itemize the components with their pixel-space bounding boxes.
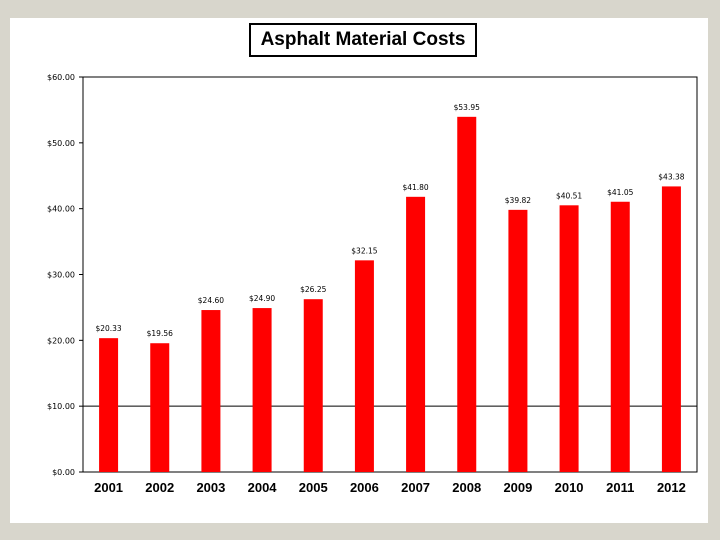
- y-tick-label: $40.00: [47, 205, 75, 214]
- data-label: $20.33: [95, 324, 121, 333]
- x-tick-label: 2006: [350, 480, 379, 495]
- data-label: $24.60: [198, 296, 224, 305]
- data-label: $41.05: [607, 188, 633, 197]
- x-tick-label: 2002: [145, 480, 174, 495]
- data-label: $39.82: [505, 196, 531, 205]
- bar: [661, 186, 681, 473]
- bar: [610, 201, 630, 473]
- y-tick-label: $20.00: [47, 336, 75, 345]
- data-label: $53.95: [454, 103, 480, 112]
- bar: [457, 116, 477, 473]
- data-label: $43.38: [658, 172, 684, 181]
- bar: [406, 196, 426, 473]
- y-tick-label: $10.00: [47, 402, 75, 411]
- x-tick-label: 2009: [503, 480, 532, 495]
- data-label: $41.80: [402, 183, 428, 192]
- y-tick-label: $60.00: [47, 73, 75, 82]
- x-tick-label: 2003: [196, 480, 225, 495]
- chart-title: Asphalt Material Costs: [249, 23, 477, 57]
- x-tick-label: 2005: [299, 480, 328, 495]
- y-tick-label: $30.00: [47, 271, 75, 280]
- bar: [354, 260, 374, 472]
- data-label: $32.15: [351, 246, 377, 255]
- bar: [508, 209, 528, 472]
- bar: [201, 310, 221, 472]
- data-label: $19.56: [147, 329, 173, 338]
- x-tick-label: 2007: [401, 480, 430, 495]
- y-tick-label: $0.00: [52, 468, 75, 477]
- bar: [252, 308, 272, 472]
- plot-area: [82, 76, 698, 473]
- x-tick-label: 2008: [452, 480, 481, 495]
- data-label: $24.90: [249, 294, 275, 303]
- bar: [559, 205, 579, 472]
- x-tick-label: 2001: [94, 480, 123, 495]
- data-label: $40.51: [556, 191, 582, 200]
- x-tick-label: 2012: [657, 480, 686, 495]
- bar: [303, 299, 323, 472]
- y-tick-label: $50.00: [47, 139, 75, 148]
- bar: [99, 338, 119, 472]
- bar: [150, 343, 170, 472]
- data-label: $26.25: [300, 285, 326, 294]
- x-tick-label: 2011: [606, 480, 634, 495]
- x-tick-label: 2010: [555, 480, 584, 495]
- x-tick-label: 2004: [248, 480, 278, 495]
